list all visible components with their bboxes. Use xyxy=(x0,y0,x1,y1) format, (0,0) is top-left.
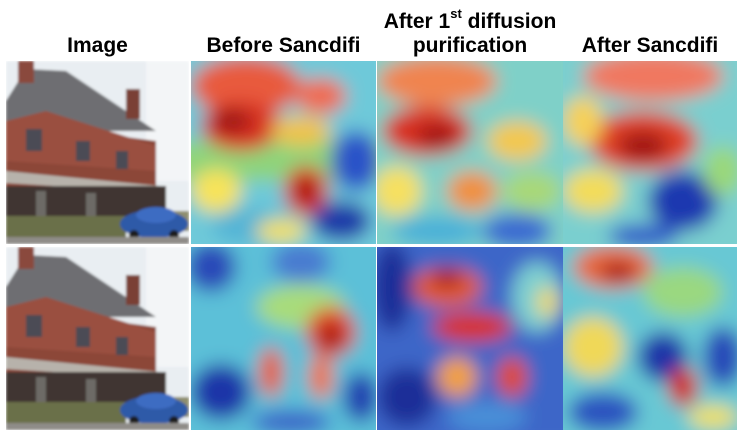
header-after-first-line1-pre: After 1 xyxy=(383,10,451,33)
header-after-first-sup: st xyxy=(450,6,462,21)
photo-row1 xyxy=(6,61,189,244)
house-photo xyxy=(6,247,189,430)
header-after-sancdifi: After Sancdifi xyxy=(581,34,719,57)
header-image: Image xyxy=(67,34,128,57)
heatmap-after-first-2 xyxy=(377,247,563,430)
heatmap-before-1 xyxy=(191,61,376,244)
heatmap-row2-after xyxy=(563,247,737,430)
heatmap-row1-after-first xyxy=(377,61,563,244)
header-after-first-line2: purification xyxy=(412,34,528,57)
heatmap-row2-after-first xyxy=(377,247,563,430)
heatmap-row1-before xyxy=(191,61,376,244)
heatmap-after-1 xyxy=(563,61,737,244)
header-after-first-diffusion: After 1st diffusion purification xyxy=(377,0,563,60)
photo-row2 xyxy=(6,247,189,430)
heatmap-after-2 xyxy=(563,247,737,430)
house-photo xyxy=(6,61,189,244)
header-after-first-line1-post: diffusion xyxy=(461,10,557,33)
heatmap-after-first-1 xyxy=(377,61,563,244)
heatmap-row2-before xyxy=(191,247,376,430)
heatmap-before-2 xyxy=(191,247,376,430)
header-before-sancdifi: Before Sancdifi xyxy=(206,34,361,57)
heatmap-row1-after xyxy=(563,61,737,244)
